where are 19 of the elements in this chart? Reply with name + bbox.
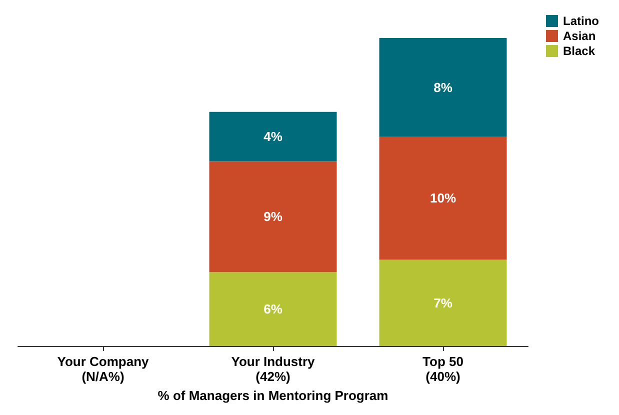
x-axis-title: % of Managers in Mentoring Program	[158, 388, 388, 403]
bar	[379, 136, 507, 260]
data-label: 4%	[264, 129, 283, 144]
x-tick-label: Top 50 (40%)	[422, 354, 464, 384]
data-label: 10%	[430, 190, 456, 206]
data-label: 6%	[264, 302, 283, 317]
legend-label: Black	[563, 44, 596, 58]
data-label: 8%	[434, 80, 453, 95]
bar	[379, 38, 507, 137]
x-tick-label: Your Industry (42%)	[231, 354, 316, 384]
legend-label: Asian	[563, 29, 596, 43]
x-tick-label: Your Company (N/A%)	[57, 354, 150, 384]
legend-label: Latino	[563, 14, 600, 28]
data-label: 9%	[264, 209, 283, 224]
bar	[379, 260, 507, 346]
bar	[209, 272, 337, 346]
bar	[209, 112, 337, 162]
data-label: 7%	[434, 295, 453, 310]
bar	[209, 161, 337, 272]
